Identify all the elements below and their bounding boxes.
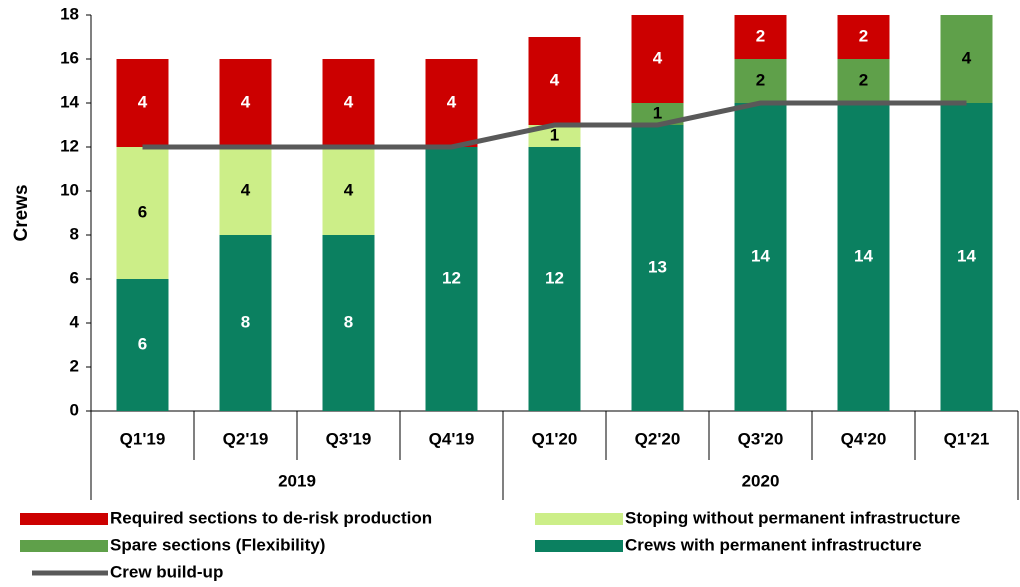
- bar-segment: [219, 235, 272, 411]
- value-label: 4: [550, 70, 560, 89]
- bar-segment: [837, 15, 890, 59]
- x-tick-label: Q1'21: [944, 429, 990, 448]
- bar-segment: [528, 147, 581, 411]
- bar-segment: [734, 103, 787, 411]
- bar-segment: [734, 59, 787, 103]
- value-label: 2: [859, 70, 868, 89]
- value-label: 4: [344, 180, 354, 199]
- x-tick-label: Q4'19: [429, 429, 475, 448]
- bar-segment: [322, 59, 375, 147]
- value-label: 8: [344, 312, 353, 331]
- bar-segment: [219, 59, 272, 147]
- bar-segment: [940, 103, 993, 411]
- value-label: 4: [241, 180, 251, 199]
- legend-label: Crews with permanent infrastructure: [625, 535, 922, 554]
- y-tick-label: 16: [60, 48, 79, 67]
- bar-segment: [116, 59, 169, 147]
- bar-segment: [940, 15, 993, 103]
- y-tick-label: 18: [60, 4, 79, 23]
- bar-segment: [528, 125, 581, 147]
- value-label: 6: [138, 334, 147, 353]
- value-label: 4: [653, 48, 663, 67]
- x-tick-label: Q3'20: [738, 429, 784, 448]
- line-series: [142, 100, 967, 150]
- value-label: 13: [648, 257, 667, 276]
- legend-swatch: [20, 540, 108, 552]
- bar-segment: [631, 103, 684, 125]
- x-tick-label: Q1'20: [532, 429, 578, 448]
- bar-segment: [631, 15, 684, 103]
- bar-segment: [116, 279, 169, 411]
- y-tick-label: 12: [60, 136, 79, 155]
- y-tick-label: 4: [70, 312, 80, 331]
- bar-segment: [322, 147, 375, 235]
- x-tick-label: Q1'19: [120, 429, 166, 448]
- legend-label: Crew build-up: [110, 562, 223, 581]
- value-label: 14: [751, 246, 770, 265]
- x-tick-label: Q3'19: [326, 429, 372, 448]
- legend-swatch: [535, 513, 623, 525]
- value-label: 14: [957, 246, 976, 265]
- bar-segment: [425, 147, 478, 411]
- value-label: 6: [138, 202, 147, 221]
- y-tick-label: 14: [60, 92, 79, 111]
- bar-segment: [219, 147, 272, 235]
- value-label: 12: [442, 268, 461, 287]
- y-tick-label: 2: [70, 356, 79, 375]
- value-label: 4: [138, 92, 148, 111]
- bar-segment: [322, 235, 375, 411]
- x-tick-label: Q2'20: [635, 429, 681, 448]
- y-tick-label: 10: [60, 180, 79, 199]
- legend-swatch: [20, 513, 108, 525]
- value-label: 8: [241, 312, 250, 331]
- value-label: 12: [545, 268, 564, 287]
- y-tick-label: 6: [70, 268, 79, 287]
- legend-swatch: [535, 540, 623, 552]
- bar-segment: [837, 59, 890, 103]
- group-label: 2020: [742, 471, 780, 490]
- x-tick-label: Q2'19: [223, 429, 269, 448]
- value-label: 4: [241, 92, 251, 111]
- y-tick-label: 0: [70, 400, 79, 419]
- value-label: 1: [653, 103, 662, 122]
- bar-segment: [528, 37, 581, 125]
- legend-label: Spare sections (Flexibility): [110, 535, 325, 554]
- value-label: 4: [962, 48, 972, 67]
- y-tick-label: 8: [70, 224, 79, 243]
- legend-label: Required sections to de-risk production: [110, 508, 432, 527]
- value-label: 2: [756, 70, 765, 89]
- value-label: 4: [447, 92, 457, 111]
- bar-segment: [116, 147, 169, 279]
- value-label: 4: [344, 92, 354, 111]
- value-label: 2: [859, 26, 868, 45]
- bar-segment: [734, 15, 787, 59]
- bar-segment: [631, 125, 684, 411]
- bar-segment: [837, 103, 890, 411]
- value-label: 14: [854, 246, 873, 265]
- y-axis-label: Crews: [11, 184, 32, 241]
- legend-label: Stoping without permanent infrastructure: [625, 508, 960, 527]
- bar-segment: [425, 59, 478, 147]
- value-label: 2: [756, 26, 765, 45]
- value-label: 1: [550, 125, 559, 144]
- x-tick-label: Q4'20: [841, 429, 887, 448]
- group-label: 2019: [278, 471, 316, 490]
